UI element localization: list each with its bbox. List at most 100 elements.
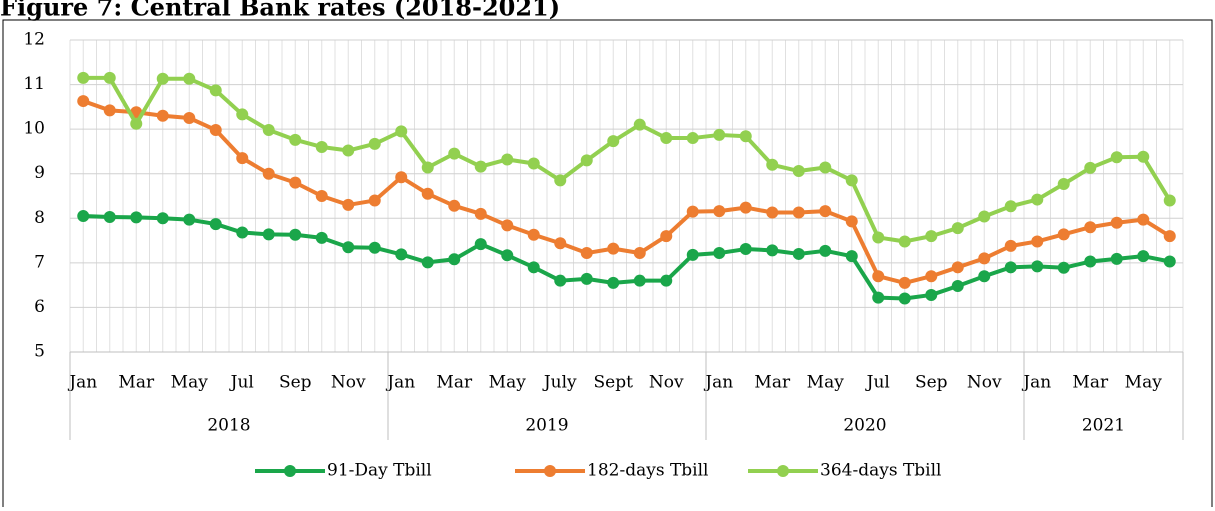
y-tick-label: 7 <box>34 252 45 272</box>
point <box>77 210 90 223</box>
point <box>1084 221 1097 234</box>
point <box>209 218 222 231</box>
point <box>978 270 991 283</box>
point <box>1004 239 1017 252</box>
point <box>262 124 275 137</box>
point <box>607 276 620 289</box>
year-label: 2021 <box>1082 416 1125 436</box>
point <box>1163 255 1176 268</box>
y-tick-label: 8 <box>34 208 45 228</box>
point <box>819 161 832 174</box>
point <box>448 253 461 266</box>
point <box>395 248 408 261</box>
point <box>633 247 646 260</box>
y-tick-label: 12 <box>23 30 45 50</box>
point <box>872 231 885 244</box>
point <box>103 104 116 117</box>
point <box>1057 177 1070 190</box>
y-tick-label: 10 <box>23 119 45 139</box>
point <box>1163 230 1176 243</box>
point <box>580 272 593 285</box>
point <box>421 161 434 174</box>
point <box>342 198 355 211</box>
point <box>1004 200 1017 213</box>
legend-label: 182-days Tbill <box>587 461 708 481</box>
point <box>819 244 832 257</box>
x-tick-label: Jan <box>703 373 733 393</box>
point <box>660 274 673 287</box>
point <box>633 274 646 287</box>
y-tick-label: 9 <box>34 163 45 183</box>
year-label: 2019 <box>525 416 568 436</box>
point <box>713 205 726 218</box>
point <box>898 276 911 289</box>
point <box>77 71 90 84</box>
chart-title: Figure 7: Central Bank rates (2018-2021) <box>0 0 560 22</box>
x-tick-label: Jul <box>229 373 254 393</box>
point <box>156 109 169 122</box>
point <box>898 235 911 248</box>
point <box>554 174 567 187</box>
point <box>183 112 196 124</box>
point <box>236 152 249 165</box>
point <box>368 241 381 254</box>
point <box>1084 161 1097 174</box>
legend-label: 364-days Tbill <box>820 461 941 481</box>
point <box>527 157 540 170</box>
legend-marker <box>284 465 296 477</box>
point <box>368 137 381 150</box>
point <box>686 248 699 261</box>
point <box>1031 235 1044 248</box>
point <box>1031 193 1044 206</box>
point <box>130 117 143 130</box>
x-tick-label: Mar <box>1072 373 1109 393</box>
point <box>1110 252 1123 265</box>
point <box>925 230 938 243</box>
point <box>633 118 646 131</box>
point <box>103 210 116 223</box>
point <box>262 167 275 180</box>
x-tick-label: Sep <box>279 373 312 393</box>
chart-border <box>2 19 1213 511</box>
point <box>236 108 249 121</box>
x-tick-label: Jul <box>865 373 890 393</box>
point <box>1031 260 1044 273</box>
legend-label: 91-Day Tbill <box>327 461 432 481</box>
point <box>527 228 540 241</box>
x-tick-label: Jan <box>1021 373 1051 393</box>
point <box>951 261 964 274</box>
point <box>739 243 752 256</box>
point <box>183 213 196 226</box>
point <box>845 215 858 228</box>
point <box>448 147 461 160</box>
point <box>342 241 355 254</box>
y-tick-label: 5 <box>34 342 45 362</box>
x-tick-label: Nov <box>649 373 684 393</box>
point <box>951 280 964 293</box>
point <box>607 242 620 255</box>
x-tick-label: May <box>489 373 527 393</box>
point <box>766 206 779 219</box>
point <box>156 212 169 225</box>
point <box>978 252 991 265</box>
x-tick-label: Jan <box>385 373 415 393</box>
point <box>739 130 752 143</box>
x-tick-label: Nov <box>967 373 1002 393</box>
point <box>686 132 699 145</box>
point <box>289 176 302 189</box>
x-tick-label: Mar <box>436 373 473 393</box>
legend-marker <box>544 465 556 477</box>
x-tick-label: Sept <box>594 373 634 393</box>
x-tick-label: Mar <box>118 373 155 393</box>
point <box>262 228 275 241</box>
x-tick-label: Sep <box>915 373 948 393</box>
point <box>183 72 196 85</box>
point <box>448 199 461 212</box>
point <box>713 128 726 141</box>
point <box>925 270 938 283</box>
x-tick-label: July <box>542 373 577 393</box>
point <box>474 238 487 251</box>
point <box>607 135 620 148</box>
point <box>1137 250 1150 263</box>
